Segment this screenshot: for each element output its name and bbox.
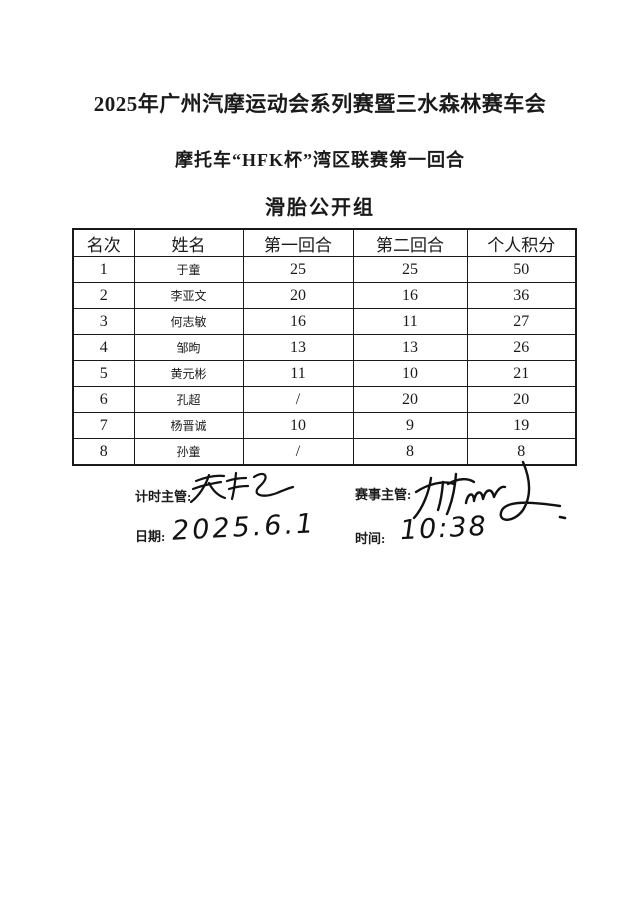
table-cell: 1 (72, 256, 135, 283)
table-cell: / (242, 386, 354, 413)
table-cell: 何志敏 (133, 308, 244, 335)
table-row: 8 孙童/8 8 (72, 438, 577, 466)
date-value: 2025.6.1 (171, 508, 317, 547)
table-cell: 13 (242, 334, 354, 361)
group-title: 滑胎公开组 (265, 197, 375, 219)
header-name: 姓名 (133, 228, 244, 257)
table-cell: 5 (72, 360, 135, 387)
table-cell: 8 (352, 438, 468, 466)
table-cell: 19 (466, 412, 577, 439)
table-cell: 孙童 (133, 438, 244, 466)
date-label: 日期: (135, 529, 166, 544)
table-cell: 36 (466, 282, 577, 309)
table-cell: 9 (352, 412, 468, 439)
table-cell: 8 (72, 438, 135, 466)
table-cell: / (242, 438, 354, 466)
table-cell: 8 (466, 438, 577, 466)
header-rank: 名次 (72, 228, 135, 257)
table-cell: 4 (72, 334, 135, 361)
table-cell: 孔超 (133, 386, 244, 413)
table-body: 1 于童 25 25 50 2 李亚文 20 16 36 3 何志敏 16 11 27 4 邹昫 13 13 26 5 黄… (72, 256, 577, 466)
table-cell: 16 (242, 308, 354, 335)
table-cell: 11 (242, 360, 354, 387)
director-signature (412, 460, 567, 521)
table-row: 7 杨晋诚 10 9 19 (72, 412, 577, 439)
table-cell: 于童 (133, 256, 244, 283)
document-title: 2025年广州汽摩运动会系列赛暨三水森林赛车会 (93, 92, 547, 116)
table-cell: 16 (352, 282, 468, 309)
table-row: 3 何志敏 16 11 27 (72, 308, 577, 335)
table-cell: 邹昫 (133, 334, 244, 361)
time-value: 10:38 (399, 510, 489, 547)
table-row: 2 李亚文 20 16 36 (72, 282, 577, 309)
table-cell: 黄元彬 (133, 360, 244, 387)
table-cell: 6 (72, 386, 135, 413)
table-row: 6 孔超/20 20 (72, 386, 577, 413)
time-label: 时间: (355, 531, 386, 546)
table-cell: 27 (466, 308, 577, 335)
table-row: 5 黄元彬 11 10 21 (72, 360, 577, 387)
table-cell: 25 (352, 256, 468, 283)
table-cell: 10 (242, 412, 354, 439)
table-cell: 25 (242, 256, 354, 283)
table-cell: 10 (352, 360, 468, 387)
table-cell: 20 (352, 386, 468, 413)
table-cell: 李亚文 (133, 282, 244, 309)
header-round2: 第二回合 (352, 228, 468, 257)
table-cell: 26 (466, 334, 577, 361)
document-subtitle: 摩托车“HFK杯”湾区联赛第一回合 (175, 150, 465, 170)
director-label: 赛事主管: (355, 487, 412, 502)
table-cell: 13 (352, 334, 468, 361)
table-cell: 3 (72, 308, 135, 335)
header-points: 个人积分 (466, 228, 577, 257)
table-cell: 杨晋诚 (133, 412, 244, 439)
header-round1: 第一回合 (242, 228, 354, 257)
table-header-row: 名次 姓名 第一回合 第二回合 个人积分 (72, 228, 577, 257)
timekeeper-signature (189, 471, 295, 504)
table-cell: 7 (72, 412, 135, 439)
table-cell: 2 (72, 282, 135, 309)
table-cell: 20 (242, 282, 354, 309)
results-table: 名次 姓名 第一回合 第二回合 个人积分 1 于童 25 25 50 2 李亚文 20 16 36… (72, 228, 577, 466)
table-cell: 20 (466, 386, 577, 413)
table-row: 1 于童 25 25 50 (72, 256, 577, 283)
timekeeper-label: 计时主管: (135, 489, 192, 504)
table-row: 4 邹昫 13 13 26 (72, 334, 577, 361)
table-cell: 21 (466, 360, 577, 387)
table-cell: 50 (466, 256, 577, 283)
table-cell: 11 (352, 308, 468, 335)
